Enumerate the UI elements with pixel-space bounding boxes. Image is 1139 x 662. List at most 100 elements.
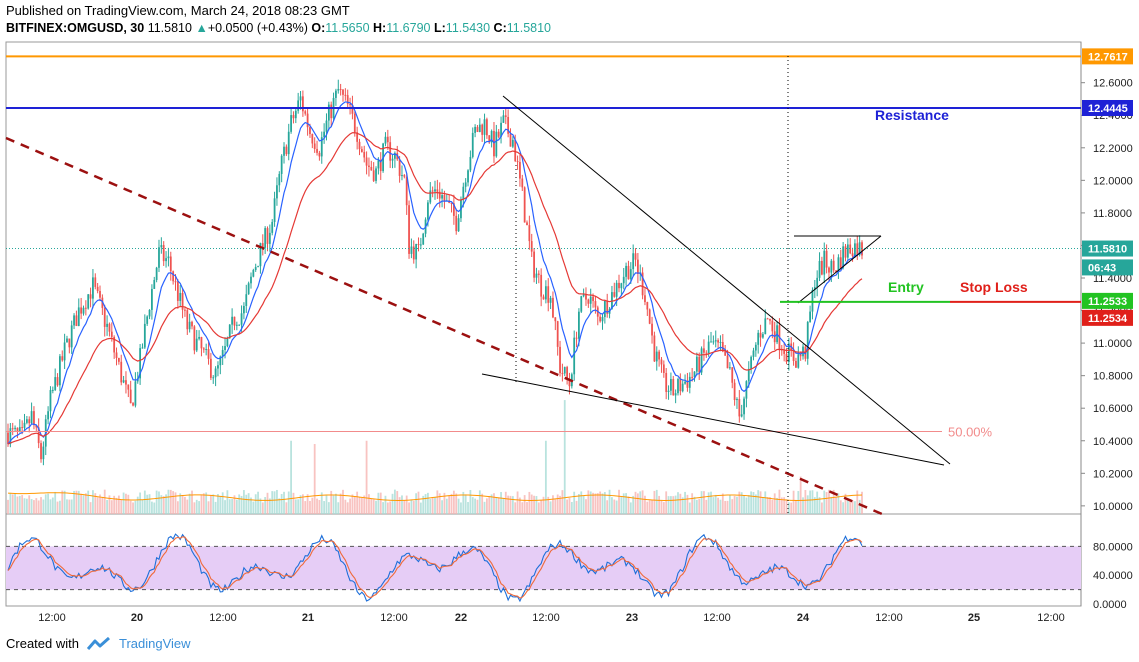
price-axis[interactable]: 12.600012.400012.200012.000011.800011.60… bbox=[1081, 78, 1133, 611]
candle-body bbox=[613, 292, 616, 297]
volume-bar bbox=[618, 489, 620, 514]
candle-body bbox=[167, 256, 170, 259]
volume-bar bbox=[18, 495, 21, 514]
volume-bar bbox=[200, 494, 203, 514]
candle-body bbox=[186, 310, 189, 330]
y-tick-label: 10.8000 bbox=[1093, 371, 1133, 383]
candle-body bbox=[247, 283, 250, 295]
volume-bar bbox=[684, 491, 686, 514]
volume-bar bbox=[209, 495, 212, 514]
candle-body bbox=[59, 356, 61, 386]
volume-bar bbox=[820, 502, 823, 514]
low-label: L: bbox=[433, 21, 446, 35]
candlestick-series bbox=[7, 79, 863, 466]
brand-name[interactable]: TradingView bbox=[118, 636, 191, 651]
candle-body bbox=[431, 190, 434, 192]
candle-body bbox=[585, 294, 587, 300]
volume-bar bbox=[556, 494, 559, 514]
candle-body bbox=[679, 379, 682, 392]
candle-body bbox=[103, 307, 106, 327]
volume-bar bbox=[688, 502, 691, 514]
volume-bar bbox=[23, 498, 26, 514]
volume-bar bbox=[403, 500, 406, 514]
volume-bar bbox=[832, 489, 835, 514]
candle-body bbox=[738, 399, 741, 417]
candle-body bbox=[726, 355, 729, 369]
candle-body bbox=[559, 346, 561, 374]
candle-body bbox=[217, 365, 219, 369]
volume-bar bbox=[740, 492, 743, 514]
volume-bar bbox=[120, 499, 123, 514]
volume-bar bbox=[370, 498, 373, 514]
candle-body bbox=[306, 113, 309, 128]
volume-bar bbox=[747, 494, 750, 514]
footer: Created with TradingView bbox=[6, 636, 191, 651]
volume-bar bbox=[318, 500, 321, 514]
volume-bar bbox=[415, 493, 418, 514]
volume-bar bbox=[691, 493, 694, 514]
candle-body bbox=[537, 273, 540, 275]
volume-bar bbox=[167, 489, 170, 514]
candle-body bbox=[662, 364, 665, 373]
candle-body bbox=[290, 115, 292, 132]
volume-bar bbox=[410, 499, 413, 514]
candle-body bbox=[519, 161, 521, 179]
volume-bar bbox=[181, 495, 184, 514]
candle-body bbox=[292, 115, 295, 119]
candle-body bbox=[535, 273, 538, 278]
high-label: H: bbox=[373, 21, 387, 35]
candle-body bbox=[542, 296, 545, 300]
price-tag bbox=[1082, 309, 1133, 326]
volume-bar bbox=[228, 499, 231, 514]
candle-body bbox=[837, 257, 840, 273]
candle-body bbox=[523, 187, 526, 223]
volume-bar bbox=[613, 499, 616, 514]
candle-body bbox=[375, 168, 377, 181]
volume-bar bbox=[778, 489, 781, 514]
candle-body bbox=[707, 341, 710, 354]
volume-bar bbox=[368, 494, 370, 514]
volume-bar bbox=[80, 493, 83, 514]
candle-body bbox=[191, 321, 193, 327]
volume-bar bbox=[839, 500, 842, 514]
volume-bar bbox=[478, 490, 481, 514]
candle-body bbox=[379, 160, 382, 172]
candle-body bbox=[526, 222, 528, 226]
time-axis[interactable]: 12:00 20 12:00 21 12:00 22 12:00 23 12:00 24 12:00… bbox=[38, 612, 1065, 624]
candle-body bbox=[14, 427, 16, 429]
volume-bar bbox=[429, 498, 432, 514]
volume-bar bbox=[785, 499, 788, 514]
candle-body bbox=[677, 379, 679, 394]
volume-bar bbox=[797, 491, 800, 514]
volume-bar bbox=[148, 494, 151, 514]
candle-body bbox=[417, 243, 420, 245]
volume-bar bbox=[802, 497, 804, 514]
volume-bar bbox=[391, 493, 394, 514]
volume-bar bbox=[674, 495, 677, 514]
volume-bar bbox=[764, 491, 767, 514]
symbol-name[interactable]: BITFINEX:OMGUSD, 30 bbox=[6, 21, 145, 35]
volume-bar bbox=[174, 492, 177, 514]
volume-bar bbox=[842, 502, 845, 514]
volume-bar bbox=[773, 493, 776, 514]
volume-bar bbox=[141, 499, 144, 514]
candle-body bbox=[856, 243, 859, 255]
candle-body bbox=[795, 360, 797, 368]
candle-body bbox=[684, 381, 686, 384]
volume-bar bbox=[250, 497, 252, 514]
candle-body bbox=[342, 89, 344, 95]
volume-bar bbox=[188, 493, 191, 514]
volume-bar bbox=[627, 496, 630, 514]
y-tick-label: 12.6000 bbox=[1093, 78, 1133, 90]
volume-bar bbox=[273, 491, 276, 514]
candle-body bbox=[214, 368, 217, 378]
volume-bar bbox=[809, 490, 811, 514]
candle-body bbox=[644, 295, 646, 303]
volume-bar bbox=[158, 491, 160, 514]
candle-body bbox=[844, 246, 847, 258]
volume-bar bbox=[611, 497, 613, 514]
volume-bar bbox=[474, 498, 477, 514]
volume-bar bbox=[165, 494, 167, 514]
volume-bar bbox=[594, 493, 597, 514]
